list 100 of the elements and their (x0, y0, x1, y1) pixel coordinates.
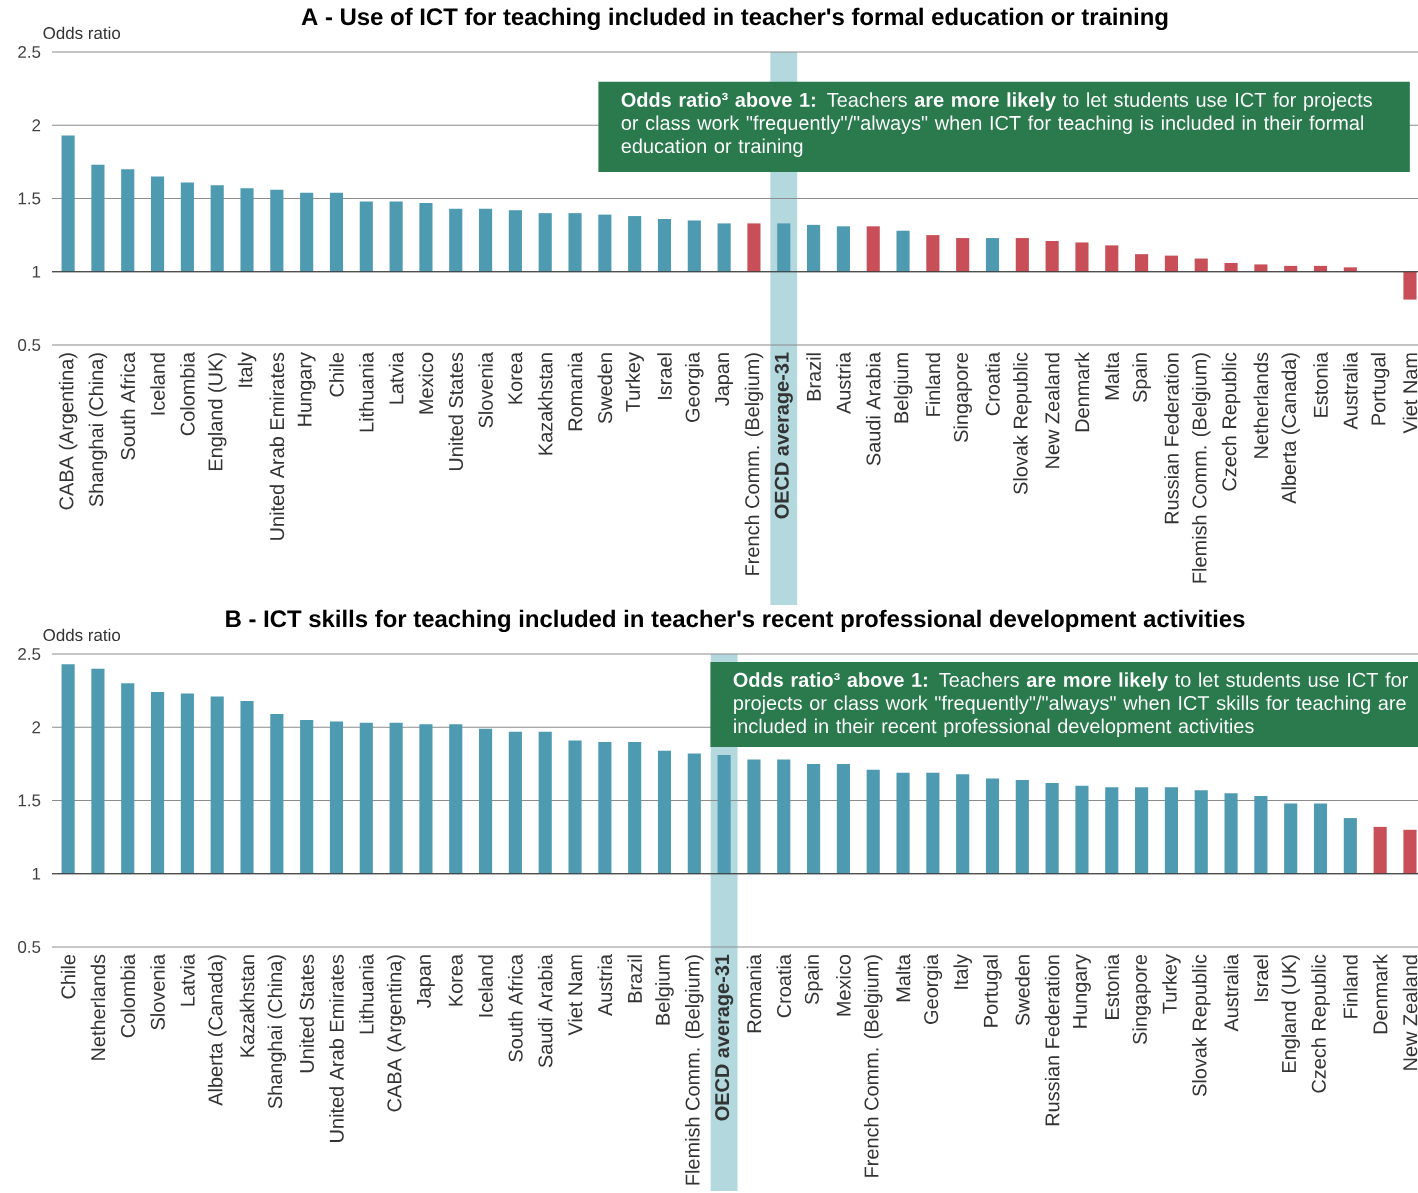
x-tick-label: Slovak Republic (1191, 954, 1211, 1097)
bar (270, 189, 284, 272)
x-tick-label: Israel (657, 353, 672, 399)
bar (1313, 803, 1328, 874)
bar (359, 201, 373, 272)
x-tick-label: Colombia (120, 954, 136, 1038)
bar (657, 750, 672, 874)
bar (598, 741, 612, 874)
x-tick-label: United Arab Emirates (329, 954, 344, 1142)
x-tick-label: Romania (567, 352, 583, 431)
x-tick-label: United Arab Emirates (269, 352, 285, 540)
x-tick-label: Korea (508, 352, 523, 404)
x-tick-label: Croatia (985, 352, 1000, 416)
bar (1105, 245, 1119, 272)
x-tick-label: Latvia (388, 352, 404, 404)
bar (240, 700, 254, 874)
bar (866, 226, 880, 272)
y-axis-title: Odds ratio (43, 26, 121, 40)
x-tick-label: United States (448, 352, 464, 471)
bar (1164, 255, 1178, 272)
bar (807, 224, 821, 272)
bar (717, 223, 731, 272)
y-tick-label: 2.5 (18, 46, 41, 58)
x-tick-label: Spain (804, 955, 823, 1005)
x-tick-label: Chile (60, 954, 76, 999)
bar (777, 759, 791, 874)
bar (1284, 803, 1298, 874)
bar (151, 692, 165, 874)
bar (1045, 240, 1059, 272)
x-tick-label: New Zealand (1044, 353, 1060, 468)
bar (1045, 782, 1059, 874)
x-tick-label: Netherlands (1253, 352, 1269, 458)
x-tick-label: Estonia (1104, 954, 1120, 1019)
bar (956, 774, 970, 874)
bar (956, 238, 970, 272)
x-tick-label: Australia (1343, 352, 1358, 430)
bar (329, 721, 344, 874)
annotation: Odds ratio³ above 1: Teachers are more likely to let students use ICT for projects or class work "frequently"/"always" when ICT for teaching is included in their formal education or training (621, 92, 1372, 158)
bar (836, 763, 850, 874)
bar (300, 192, 314, 272)
chart-title: A - Use of ICT for teaching included in teacher's formal education or training (301, 7, 1168, 31)
x-tick-label: Netherlands (90, 954, 106, 1060)
x-tick-label: Italy (237, 352, 257, 387)
x-tick-label: Lithuania (358, 352, 374, 432)
y-tick-label: 2 (32, 721, 41, 734)
x-tick-label: Viet Nam (1402, 353, 1418, 434)
bar (1075, 785, 1089, 874)
bar (210, 696, 224, 874)
x-tick-label: Austria (597, 954, 613, 1017)
bar (866, 769, 880, 874)
bar (538, 213, 552, 272)
x-tick-label: Flemish Comm. (Belgium) (685, 955, 704, 1185)
x-tick-label: Brazil (806, 353, 821, 401)
bar (657, 219, 672, 272)
x-tick-label: Italy (953, 954, 972, 989)
bar (359, 722, 373, 874)
x-tick-label: Alberta (Canada) (1281, 353, 1300, 504)
bar (240, 188, 254, 272)
y-tick-label: 0.5 (18, 941, 41, 953)
bar (568, 740, 582, 874)
x-tick-label: Slovenia (150, 954, 165, 1030)
chart-title: B - ICT skills for teaching included in teacher's recent professional development activities (226, 609, 1245, 633)
x-tick-label: French Comm. (Belgium) (863, 955, 883, 1177)
x-tick-label: Georgia (685, 352, 704, 422)
bar (389, 201, 403, 272)
x-tick-label: South Africa (508, 954, 523, 1062)
x-tick-label: Iceland (478, 955, 493, 1017)
bar (628, 216, 642, 272)
bar (1194, 258, 1208, 272)
bar (1403, 829, 1417, 874)
x-tick-label: OECD average-31 (774, 352, 793, 519)
x-tick-label: Denmark (1074, 352, 1090, 432)
x-tick-label: Chile (329, 352, 344, 397)
bar (389, 722, 403, 874)
x-tick-label: Singapore (1132, 954, 1151, 1044)
x-tick-label: Romania (746, 954, 762, 1033)
bar (61, 664, 75, 874)
x-tick-label: England (UK) (207, 353, 227, 471)
bar (479, 208, 493, 272)
bar (1254, 796, 1268, 874)
x-tick-label: Finland (1343, 955, 1358, 1018)
bar (628, 741, 642, 874)
x-tick-label: Israel (1253, 955, 1269, 1001)
x-tick-label: Alberta (Canada) (207, 955, 227, 1106)
y-axis-title: Odds ratio (43, 628, 121, 642)
x-tick-label: Turkey (1162, 954, 1181, 1014)
x-tick-label: Georgia (923, 954, 943, 1024)
x-tick-label: Brazil (627, 955, 642, 1003)
x-tick-label: Hungary (1073, 954, 1091, 1028)
bar (1015, 238, 1029, 272)
bar (1105, 787, 1119, 874)
bar (270, 714, 284, 874)
bar (151, 176, 165, 272)
bar (121, 683, 135, 874)
x-tick-label: Belgium (893, 353, 913, 423)
x-tick-label: Estonia (1313, 352, 1328, 417)
x-tick-label: Sweden (597, 353, 613, 424)
x-tick-label: Portugal (1370, 353, 1390, 425)
bar (985, 238, 1000, 272)
x-tick-label: Spain (1132, 353, 1151, 403)
